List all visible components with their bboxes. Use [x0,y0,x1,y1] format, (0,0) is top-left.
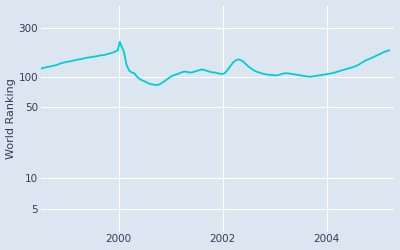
Y-axis label: World Ranking: World Ranking [6,78,16,159]
